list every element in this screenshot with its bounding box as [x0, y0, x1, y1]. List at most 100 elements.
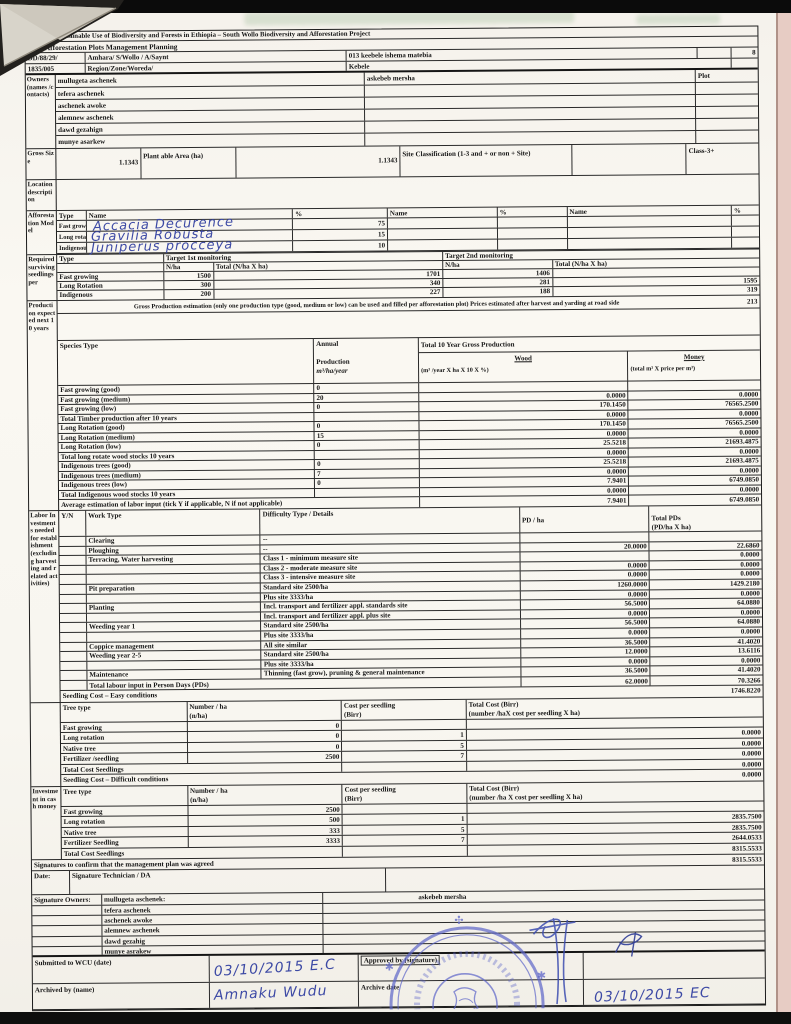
work-type: [87, 631, 262, 642]
species-type: Long Rotation: [57, 281, 165, 291]
seedlings-monitoring-section: Required surviving seedlings per Type Ta…: [27, 249, 760, 302]
number-value: 333: [188, 825, 343, 837]
annual-value: [314, 411, 420, 421]
plantable-area-label: Plant able Area (ha): [141, 147, 237, 179]
total-pd-value: [650, 531, 762, 540]
labor-total-pds: 70.3266: [737, 676, 761, 685]
work-type: [86, 573, 262, 584]
total-pd-value: 13.6116: [737, 646, 761, 655]
money-value: [629, 380, 761, 390]
total-header: Total (N/ha X ha): [554, 259, 607, 269]
money-value: 21693.4875: [725, 437, 759, 446]
production-section: Production expected next 10 years Gross …: [27, 295, 762, 512]
labor-total-pd: 62.0000: [521, 676, 651, 687]
tree-type-header: Tree type: [60, 701, 188, 722]
annual-value: 0: [314, 383, 420, 393]
labor-section: Labor Investments needed for establishme…: [29, 505, 763, 704]
wood-value: 25.5218: [419, 457, 630, 468]
total-pd-value: 0.0000: [740, 608, 761, 617]
wood-value: 25.5218: [419, 438, 630, 449]
pd-value: 56.5000: [520, 618, 651, 629]
number-value: 500: [188, 815, 343, 826]
money-value: 0.0000: [739, 428, 759, 437]
production-header-row: Species Type Annual Production m³/ha/yea…: [57, 334, 761, 387]
type-header: Type: [56, 210, 87, 221]
total-pds-header: Total PDs: [651, 514, 681, 523]
t2-nha: 281: [443, 278, 554, 287]
archive-date-label: Archive date: [358, 980, 584, 1007]
name-header: Name: [567, 205, 732, 217]
tree-type: Fast growing: [61, 805, 189, 817]
seedlings-label: Required surviving seedlings per: [27, 255, 58, 301]
wood-value: 0.0000: [419, 486, 630, 497]
number-value: 2500: [187, 752, 343, 763]
wood-value: 7.9401: [419, 476, 630, 487]
work-type: Maintenance: [87, 669, 262, 680]
pd-value: 36.5000: [520, 637, 651, 648]
pd-value: [520, 551, 650, 562]
plantable-area-value: 1.1343: [235, 146, 401, 178]
pd-value: 1260.0000: [520, 580, 651, 590]
total-pd-value: 0.0000: [740, 569, 760, 579]
work-type: Clearing: [86, 535, 261, 546]
cost-value: 7: [342, 835, 468, 846]
annual-value: [314, 449, 420, 459]
model-pct: 15: [293, 229, 389, 241]
work-type: [87, 660, 262, 671]
technician-signature-label: Signature Technician / DA: [69, 868, 387, 895]
t1-nha: 200: [164, 289, 215, 300]
number-value: 0: [187, 731, 343, 742]
wood-value: 7.9401: [420, 495, 630, 508]
tree-type: Native tree: [61, 826, 189, 838]
annual-value: [315, 487, 421, 497]
number-value: 2500: [188, 804, 343, 816]
total-pd-value: 0.0000: [740, 627, 761, 636]
annual-header-3: m³/ha/year: [316, 366, 348, 375]
model-pct: 75: [293, 218, 388, 230]
wood-subheader: (m³ /year X ha X 10 X %): [421, 366, 489, 375]
owners-section: Owners (names /contacts) mullugeta asche…: [25, 69, 759, 150]
handwritten-submitted-date: 03/10/2015 E.C: [212, 956, 336, 981]
total-pd-value: 22.6860: [736, 541, 760, 550]
scanned-paper: a Sustainable Use of Biodiversity and Fo…: [0, 9, 776, 1012]
pd-value: 20.0000: [520, 541, 650, 552]
tree-type: Fertilizer Seedling: [61, 837, 189, 848]
investment-label: Investment in cash money: [31, 786, 62, 860]
work-type: Coppice management: [87, 640, 262, 651]
work-header: Work Type: [86, 509, 261, 536]
pd-value: 0.0000: [520, 628, 651, 638]
money-value: 0.0000: [739, 466, 759, 475]
owner-name: munye asarkew: [56, 133, 366, 149]
tree-type: Fast growing: [60, 721, 188, 733]
t2-nha: 188: [443, 287, 554, 297]
pd-value: 0.0000: [520, 589, 651, 600]
number-subheader: (n/ha): [190, 795, 209, 804]
species-type: Fast growing: [57, 272, 165, 282]
handwritten-archived-name: Amnaku Wudu: [213, 983, 328, 1004]
t2-total: 1595: [743, 276, 758, 285]
pct-header: %: [733, 206, 741, 215]
total-pd-value: 0.0000: [741, 656, 761, 665]
total-pd-value: 0.0000: [740, 589, 760, 598]
pd-value: 0.0000: [520, 570, 651, 581]
folded-corner: [0, 0, 124, 76]
cost-value: 5: [342, 824, 468, 836]
annual-value: 0: [314, 421, 420, 431]
gross-size-value: 1.1343: [56, 148, 142, 180]
archived-by-label: Archived by (name): [32, 983, 210, 1010]
t1-nha: 1500: [163, 271, 214, 281]
cost-value: 1: [342, 814, 468, 825]
annual-value: 0: [315, 459, 420, 469]
seedling-cost-difficult-section: Investment in cash money Tree type Numbe…: [31, 781, 764, 861]
number-value: 3333: [188, 836, 343, 847]
species-header: Species Type: [57, 337, 315, 386]
number-value: 0: [187, 720, 343, 732]
total-pd-value: 64.0880: [737, 617, 761, 627]
cost-subheader: (Birr): [344, 794, 363, 803]
pct-header: %: [293, 208, 388, 219]
archived-row: Archived by (name) Amnaku Wudu Archive d…: [32, 978, 766, 1011]
location-label: Location description: [26, 180, 57, 211]
wood-value: 0.0000: [419, 429, 629, 440]
total-pd-value: 41.4020: [737, 665, 761, 674]
total-cost-label: Total Cost Seedlings: [61, 846, 344, 860]
